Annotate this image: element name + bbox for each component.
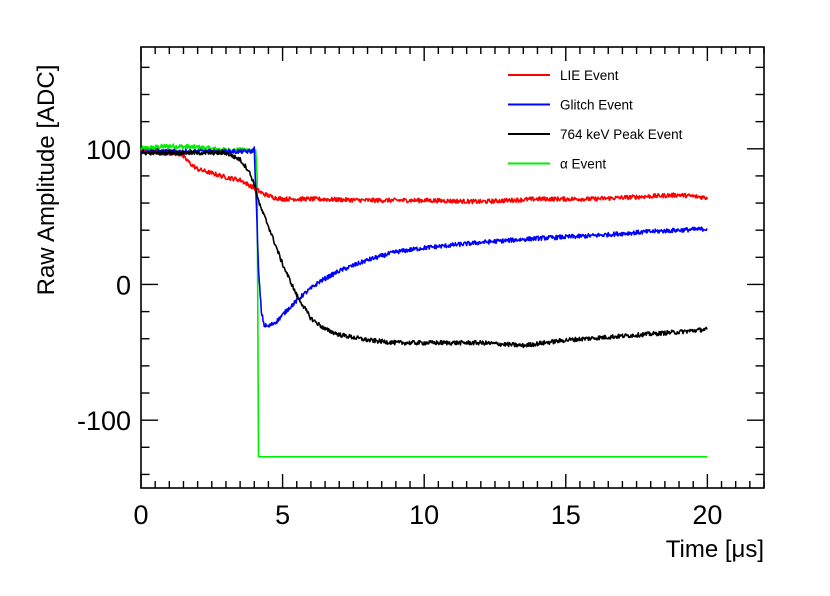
series-line: [140, 149, 709, 205]
series-line: [140, 149, 708, 349]
x-tick-label: 10: [409, 500, 439, 530]
tick-labels: 0 5 10 15 20 100 0 -100: [77, 135, 722, 530]
legend-label: α Event: [560, 157, 606, 172]
legend-label: 764 keV Peak Event: [560, 127, 683, 142]
y-axis-title: Raw Amplitude [ADC]: [33, 65, 60, 296]
series-line: [140, 146, 708, 328]
y-tick-label: 100: [86, 135, 131, 165]
series-line: [140, 143, 708, 458]
legend: LIE Event Glitch Event 764 keV Peak Event α…: [508, 68, 683, 172]
x-tick-label: 0: [133, 500, 148, 530]
legend-label: LIE Event: [560, 68, 619, 83]
x-tick-label: 20: [692, 500, 722, 530]
x-tick-label: 15: [551, 500, 581, 530]
y-tick-label: 0: [116, 270, 131, 300]
plot-frame: [140, 46, 765, 489]
x-tick-label: 5: [275, 500, 290, 530]
y-tick-label: -100: [77, 406, 131, 436]
legend-label: Glitch Event: [560, 98, 633, 113]
series-layer: [140, 143, 709, 458]
x-axis-title: Time [μs]: [666, 536, 764, 563]
axis-ticks: [140, 47, 765, 488]
